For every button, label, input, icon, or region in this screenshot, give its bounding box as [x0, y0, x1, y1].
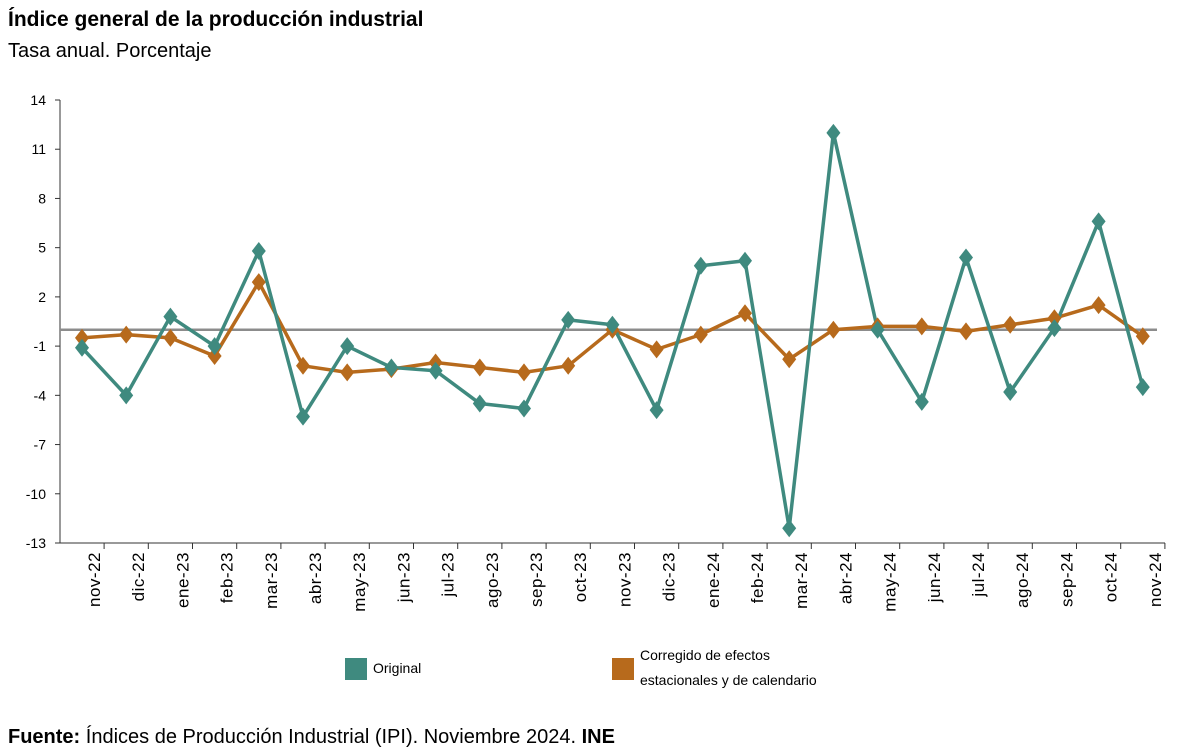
data-point-corregido — [75, 328, 89, 347]
x-tick-label: dic-23 — [660, 552, 679, 601]
x-tick-label: abr-23 — [306, 552, 325, 604]
y-tick-label: -10 — [26, 486, 46, 502]
legend-swatch-corregido — [612, 658, 634, 680]
y-tick-label: -7 — [34, 437, 47, 453]
data-point-original — [782, 519, 797, 538]
data-point-original — [914, 392, 929, 411]
data-point-original — [428, 361, 443, 380]
data-point-corregido — [207, 346, 222, 365]
x-tick-label: dic-22 — [129, 552, 148, 601]
data-point-original — [959, 248, 973, 267]
y-tick-label: 11 — [31, 141, 46, 157]
data-point-original — [207, 337, 222, 356]
data-point-corregido — [119, 325, 134, 344]
x-tick-label: feb-23 — [218, 552, 237, 603]
x-tick-label: may-24 — [881, 552, 900, 612]
data-point-corregido — [1003, 315, 1018, 334]
axes — [59, 100, 1166, 549]
data-point-corregido — [914, 317, 929, 336]
data-point-corregido — [340, 363, 355, 382]
data-point-original — [738, 251, 752, 270]
data-point-corregido — [826, 320, 841, 339]
chart-title: Índice general de la producción industri… — [8, 8, 424, 31]
data-point-original — [75, 338, 89, 357]
data-point-corregido — [517, 363, 531, 382]
source-label: Fuente: — [8, 726, 81, 748]
data-point-corregido — [959, 322, 973, 341]
data-point-original — [605, 315, 620, 334]
source-org: INE — [581, 726, 615, 748]
y-tick-label: -13 — [26, 535, 46, 551]
chart-subtitle: Tasa anual. Porcentaje — [8, 40, 212, 62]
x-axis-labels: nov-22 dic-22 ene-23 feb-23 mar-23 abr-23 may-… — [85, 552, 1165, 612]
y-tick-label: -1 — [34, 338, 47, 354]
source-text: Índices de Producción Industrial (IPI). … — [85, 726, 577, 748]
legend-label-original: Original — [373, 660, 421, 676]
data-point-original — [693, 256, 708, 275]
data-point-corregido — [738, 304, 752, 323]
series-markers — [75, 123, 1150, 538]
x-tick-label: ago-24 — [1013, 552, 1032, 608]
data-point-original — [870, 320, 885, 339]
data-point-corregido — [1135, 327, 1150, 346]
legend: Original Corregido de efectos estacionales… — [345, 647, 817, 688]
data-point-original — [649, 401, 664, 420]
x-tick-label: ene-23 — [173, 552, 192, 608]
x-tick-label: oct-23 — [571, 552, 590, 602]
x-tick-label: mar-23 — [262, 552, 281, 609]
data-point-original — [251, 241, 266, 260]
data-point-original — [1135, 378, 1150, 397]
y-tick-label: 2 — [38, 289, 46, 305]
x-tick-label: nov-24 — [1146, 552, 1165, 607]
x-tick-label: sep-24 — [1057, 552, 1076, 607]
x-tick-label: may-23 — [350, 552, 369, 612]
data-point-corregido — [1091, 296, 1106, 315]
x-tick-label: jul-23 — [439, 552, 458, 598]
x-tick-label: nov-23 — [615, 552, 634, 607]
y-tick-label: 14 — [30, 92, 46, 108]
data-point-original — [517, 399, 531, 418]
x-tick-label: ene-24 — [704, 552, 723, 608]
x-tick-label: abr-24 — [836, 552, 855, 604]
data-point-original — [1091, 212, 1106, 231]
data-point-corregido — [163, 328, 178, 347]
x-tick-label: mar-24 — [792, 552, 811, 609]
x-tick-label: nov-22 — [85, 552, 104, 607]
data-point-original — [296, 407, 310, 426]
x-tick-label: jun-23 — [394, 552, 413, 603]
data-point-original — [163, 307, 178, 326]
data-point-original — [1003, 383, 1018, 402]
data-point-corregido — [251, 273, 266, 292]
data-point-original — [561, 310, 576, 329]
y-axis-ticks: 14 11 8 5 2 -1 -4 -7 -10 -13 — [26, 92, 60, 551]
data-point-corregido — [649, 340, 664, 359]
data-point-original — [1047, 319, 1062, 338]
data-point-corregido — [693, 325, 708, 344]
x-tick-label: feb-24 — [748, 552, 767, 603]
source-note: Fuente: Índices de Producción Industrial… — [8, 726, 615, 749]
y-tick-label: -4 — [34, 387, 47, 403]
y-tick-label: 8 — [38, 190, 46, 206]
y-tick-label: 5 — [38, 240, 46, 256]
data-point-corregido — [472, 358, 487, 377]
legend-swatch-original — [345, 658, 367, 680]
data-point-original — [119, 386, 134, 405]
data-point-corregido — [1047, 309, 1062, 328]
data-point-original — [472, 394, 487, 413]
data-point-original — [826, 123, 841, 142]
data-point-corregido — [782, 350, 797, 369]
x-tick-label: sep-23 — [527, 552, 546, 607]
data-point-corregido — [561, 356, 576, 375]
legend-label-corregido: Corregido de efectos estacionales y de ca… — [640, 647, 817, 688]
data-point-corregido — [296, 356, 310, 375]
data-point-original — [340, 337, 355, 356]
x-tick-label: oct-24 — [1102, 552, 1121, 602]
x-tick-label: jun-24 — [925, 552, 944, 603]
x-tick-label: jul-24 — [969, 552, 988, 598]
x-tick-label: ago-23 — [483, 552, 502, 608]
data-point-original — [384, 358, 399, 377]
